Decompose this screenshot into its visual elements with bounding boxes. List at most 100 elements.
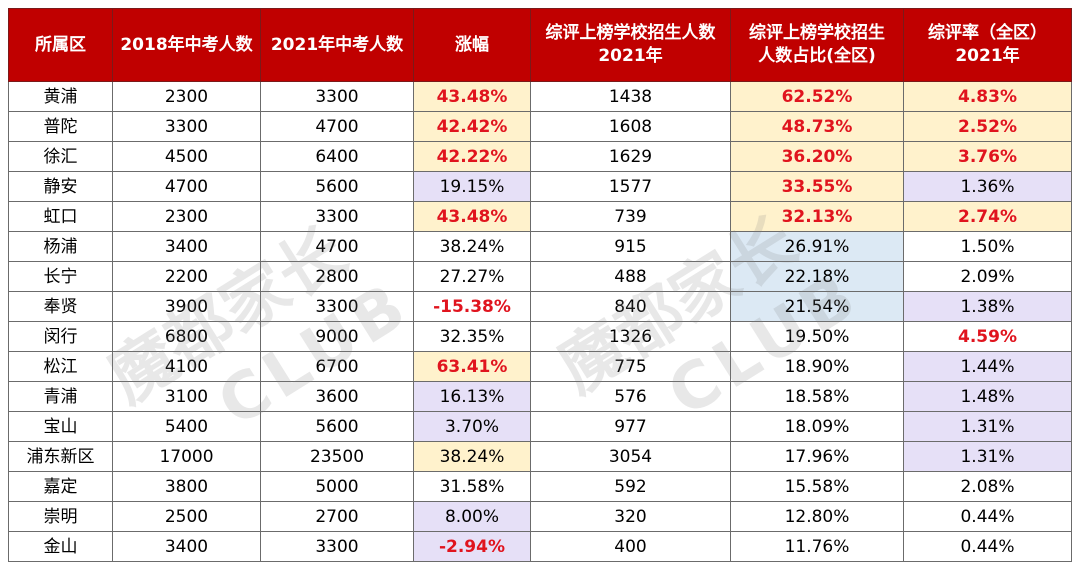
admit-share-cell: 26.91% bbox=[730, 231, 904, 262]
district-cell: 长宁 bbox=[8, 261, 113, 292]
comprehensive-rate-cell: 1.50% bbox=[903, 231, 1072, 262]
district-cell: 青浦 bbox=[8, 381, 113, 412]
count-2021-cell: 3300 bbox=[260, 81, 414, 112]
admit-share-cell: 11.76% bbox=[730, 531, 904, 562]
comprehensive-rate-cell: 1.48% bbox=[903, 381, 1072, 412]
count-2021-cell: 5600 bbox=[260, 411, 414, 442]
count-2018-cell: 3100 bbox=[112, 381, 261, 412]
table-row: 浦东新区 17000 23500 38.24% 3054 17.96% 1.31% bbox=[8, 441, 1072, 472]
growth-cell: 63.41% bbox=[413, 351, 531, 382]
district-stats-table: 所属区 2018年中考人数 2021年中考人数 涨幅 综评上榜学校招生人数 20… bbox=[8, 8, 1072, 562]
admit-count-cell: 3054 bbox=[530, 441, 731, 472]
admit-count-cell: 739 bbox=[530, 201, 731, 232]
admit-count-cell: 400 bbox=[530, 531, 731, 562]
table-row: 奉贤 3900 3300 -15.38% 840 21.54% 1.38% bbox=[8, 291, 1072, 322]
table-row: 嘉定 3800 5000 31.58% 592 15.58% 2.08% bbox=[8, 471, 1072, 502]
admit-share-cell: 18.58% bbox=[730, 381, 904, 412]
district-cell: 普陀 bbox=[8, 111, 113, 142]
count-2018-cell: 2200 bbox=[112, 261, 261, 292]
header-cell: 所属区 bbox=[8, 8, 113, 82]
count-2021-cell: 2700 bbox=[260, 501, 414, 532]
admit-share-cell: 15.58% bbox=[730, 471, 904, 502]
count-2018-cell: 3900 bbox=[112, 291, 261, 322]
admit-count-cell: 1577 bbox=[530, 171, 731, 202]
growth-cell: 8.00% bbox=[413, 501, 531, 532]
growth-cell: 42.42% bbox=[413, 111, 531, 142]
table-body: 黄浦 2300 3300 43.48% 1438 62.52% 4.83% 普陀 3300 470… bbox=[8, 81, 1072, 562]
district-cell: 静安 bbox=[8, 171, 113, 202]
count-2021-cell: 5000 bbox=[260, 471, 414, 502]
district-cell: 奉贤 bbox=[8, 291, 113, 322]
admit-count-cell: 1326 bbox=[530, 321, 731, 352]
comprehensive-rate-cell: 1.44% bbox=[903, 351, 1072, 382]
comprehensive-rate-cell: 4.59% bbox=[903, 321, 1072, 352]
admit-share-cell: 21.54% bbox=[730, 291, 904, 322]
admit-share-cell: 18.09% bbox=[730, 411, 904, 442]
admit-count-cell: 840 bbox=[530, 291, 731, 322]
growth-cell: 42.22% bbox=[413, 141, 531, 172]
district-cell: 黄浦 bbox=[8, 81, 113, 112]
table-row: 崇明 2500 2700 8.00% 320 12.80% 0.44% bbox=[8, 501, 1072, 532]
comprehensive-rate-cell: 0.44% bbox=[903, 501, 1072, 532]
admit-share-cell: 33.55% bbox=[730, 171, 904, 202]
count-2021-cell: 4700 bbox=[260, 231, 414, 262]
count-2021-cell: 3300 bbox=[260, 201, 414, 232]
admit-share-cell: 18.90% bbox=[730, 351, 904, 382]
district-cell: 金山 bbox=[8, 531, 113, 562]
count-2021-cell: 3300 bbox=[260, 531, 414, 562]
table-row: 黄浦 2300 3300 43.48% 1438 62.52% 4.83% bbox=[8, 81, 1072, 112]
comprehensive-rate-cell: 2.74% bbox=[903, 201, 1072, 232]
growth-cell: 43.48% bbox=[413, 81, 531, 112]
header-row: 所属区 2018年中考人数 2021年中考人数 涨幅 综评上榜学校招生人数 20… bbox=[8, 8, 1072, 82]
table-row: 杨浦 3400 4700 38.24% 915 26.91% 1.50% bbox=[8, 231, 1072, 262]
admit-share-cell: 22.18% bbox=[730, 261, 904, 292]
growth-cell: -15.38% bbox=[413, 291, 531, 322]
count-2018-cell: 6800 bbox=[112, 321, 261, 352]
growth-cell: 3.70% bbox=[413, 411, 531, 442]
admit-share-cell: 12.80% bbox=[730, 501, 904, 532]
district-cell: 闵行 bbox=[8, 321, 113, 352]
district-cell: 虹口 bbox=[8, 201, 113, 232]
table-row: 金山 3400 3300 -2.94% 400 11.76% 0.44% bbox=[8, 531, 1072, 562]
count-2018-cell: 5400 bbox=[112, 411, 261, 442]
count-2018-cell: 2500 bbox=[112, 501, 261, 532]
district-cell: 松江 bbox=[8, 351, 113, 382]
count-2021-cell: 9000 bbox=[260, 321, 414, 352]
admit-share-cell: 17.96% bbox=[730, 441, 904, 472]
admit-share-cell: 48.73% bbox=[730, 111, 904, 142]
growth-cell: 27.27% bbox=[413, 261, 531, 292]
district-cell: 宝山 bbox=[8, 411, 113, 442]
comprehensive-rate-cell: 2.09% bbox=[903, 261, 1072, 292]
header-cell: 2021年中考人数 bbox=[260, 8, 414, 82]
admit-count-cell: 1629 bbox=[530, 141, 731, 172]
admit-count-cell: 576 bbox=[530, 381, 731, 412]
count-2018-cell: 3400 bbox=[112, 531, 261, 562]
comprehensive-rate-cell: 3.76% bbox=[903, 141, 1072, 172]
growth-cell: 32.35% bbox=[413, 321, 531, 352]
header-cell: 综评上榜学校招生 人数占比(全区) bbox=[730, 8, 904, 82]
growth-cell: 16.13% bbox=[413, 381, 531, 412]
table-row: 徐汇 4500 6400 42.22% 1629 36.20% 3.76% bbox=[8, 141, 1072, 172]
count-2021-cell: 4700 bbox=[260, 111, 414, 142]
admit-share-cell: 62.52% bbox=[730, 81, 904, 112]
admit-count-cell: 320 bbox=[530, 501, 731, 532]
count-2021-cell: 6700 bbox=[260, 351, 414, 382]
admit-count-cell: 592 bbox=[530, 471, 731, 502]
table-row: 长宁 2200 2800 27.27% 488 22.18% 2.09% bbox=[8, 261, 1072, 292]
admit-share-cell: 36.20% bbox=[730, 141, 904, 172]
growth-cell: 38.24% bbox=[413, 441, 531, 472]
admit-count-cell: 977 bbox=[530, 411, 731, 442]
growth-cell: 31.58% bbox=[413, 471, 531, 502]
comprehensive-rate-cell: 2.52% bbox=[903, 111, 1072, 142]
table-row: 普陀 3300 4700 42.42% 1608 48.73% 2.52% bbox=[8, 111, 1072, 142]
table-row: 宝山 5400 5600 3.70% 977 18.09% 1.31% bbox=[8, 411, 1072, 442]
comprehensive-rate-cell: 4.83% bbox=[903, 81, 1072, 112]
comprehensive-rate-cell: 1.38% bbox=[903, 291, 1072, 322]
table-row: 松江 4100 6700 63.41% 775 18.90% 1.44% bbox=[8, 351, 1072, 382]
admit-share-cell: 32.13% bbox=[730, 201, 904, 232]
header-cell: 涨幅 bbox=[413, 8, 531, 82]
header-cell: 2018年中考人数 bbox=[112, 8, 261, 82]
growth-cell: 38.24% bbox=[413, 231, 531, 262]
count-2018-cell: 3300 bbox=[112, 111, 261, 142]
comprehensive-rate-cell: 1.31% bbox=[903, 441, 1072, 472]
